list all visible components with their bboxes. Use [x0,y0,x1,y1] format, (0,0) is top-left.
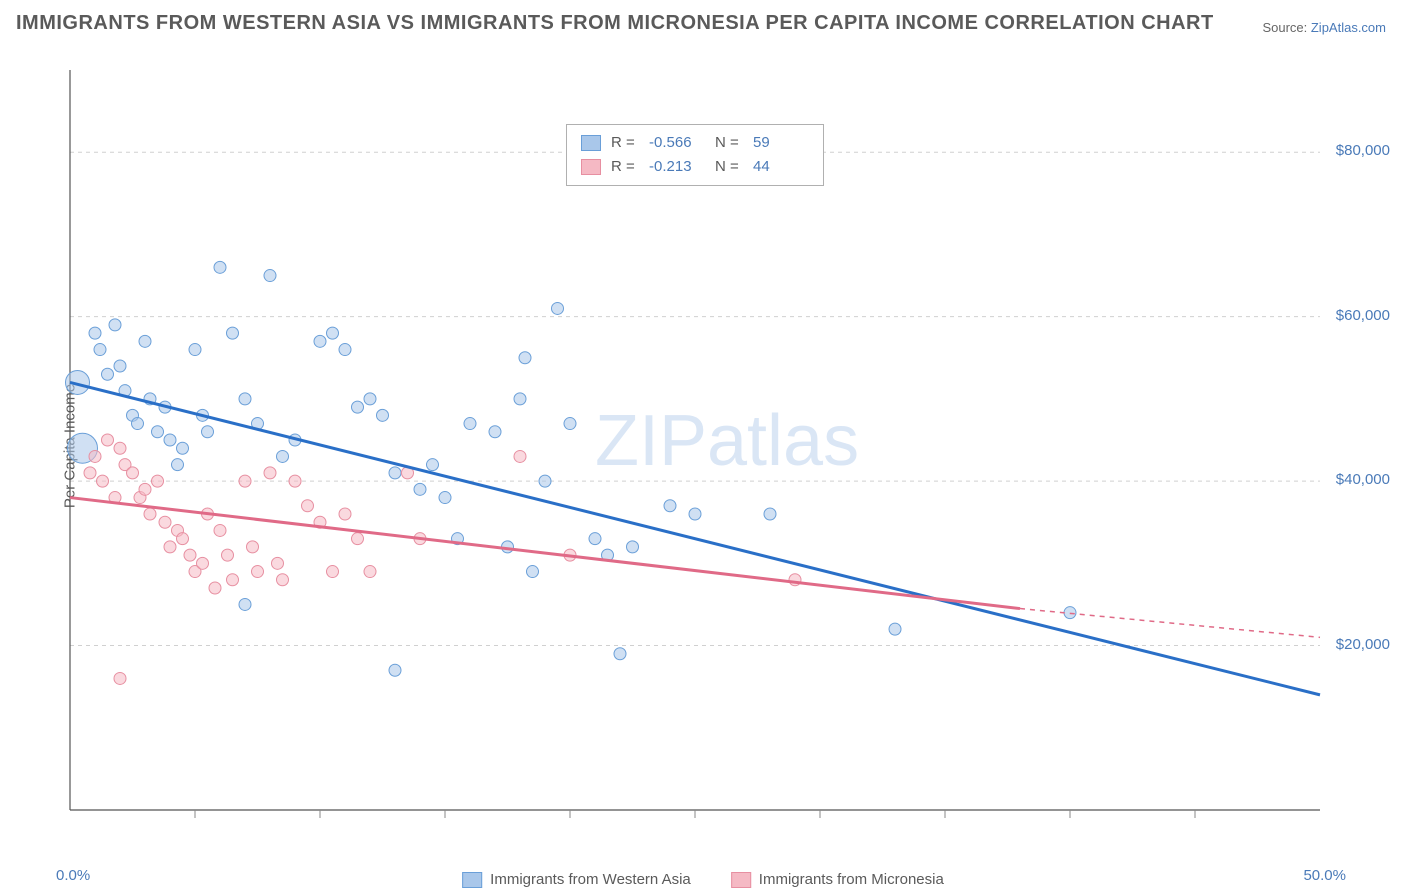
legend-row-blue: R = -0.566 N = 59 [581,131,809,155]
legend-n-label: N = [715,131,743,155]
legend-label-pink: Immigrants from Micronesia [759,871,944,888]
correlation-legend: R = -0.566 N = 59 R = -0.213 N = 44 [566,124,824,186]
x-axis-max-label: 50.0% [1303,867,1346,884]
legend-swatch-pink [731,872,751,888]
chart-title: IMMIGRANTS FROM WESTERN ASIA VS IMMIGRAN… [16,12,1214,35]
legend-r-value-blue: -0.566 [649,131,705,155]
legend-r-label: R = [611,131,639,155]
y-tick-label: $60,000 [1336,307,1390,324]
legend-n-value-pink: 44 [753,155,809,179]
series-legend: Immigrants from Western Asia Immigrants … [462,871,944,888]
y-tick-label: $20,000 [1336,636,1390,653]
legend-item-blue: Immigrants from Western Asia [462,871,691,888]
source-link[interactable]: ZipAtlas.com [1311,20,1386,35]
legend-n-label: N = [715,155,743,179]
source-prefix: Source: [1262,20,1310,35]
legend-row-pink: R = -0.213 N = 44 [581,155,809,179]
legend-r-value-pink: -0.213 [649,155,705,179]
legend-n-value-blue: 59 [753,131,809,155]
x-axis-min-label: 0.0% [56,867,90,884]
plot-area: ZIPatlas R = -0.566 N = 59 R = -0.213 N … [50,60,1340,830]
legend-swatch-blue [462,872,482,888]
chart-container: IMMIGRANTS FROM WESTERN ASIA VS IMMIGRAN… [0,0,1406,892]
legend-swatch-pink [581,159,601,175]
legend-item-pink: Immigrants from Micronesia [731,871,944,888]
legend-swatch-blue [581,135,601,151]
y-tick-label: $40,000 [1336,471,1390,488]
legend-r-label: R = [611,155,639,179]
source-attribution: Source: ZipAtlas.com [1262,20,1386,35]
legend-label-blue: Immigrants from Western Asia [490,871,691,888]
y-tick-label: $80,000 [1336,142,1390,159]
